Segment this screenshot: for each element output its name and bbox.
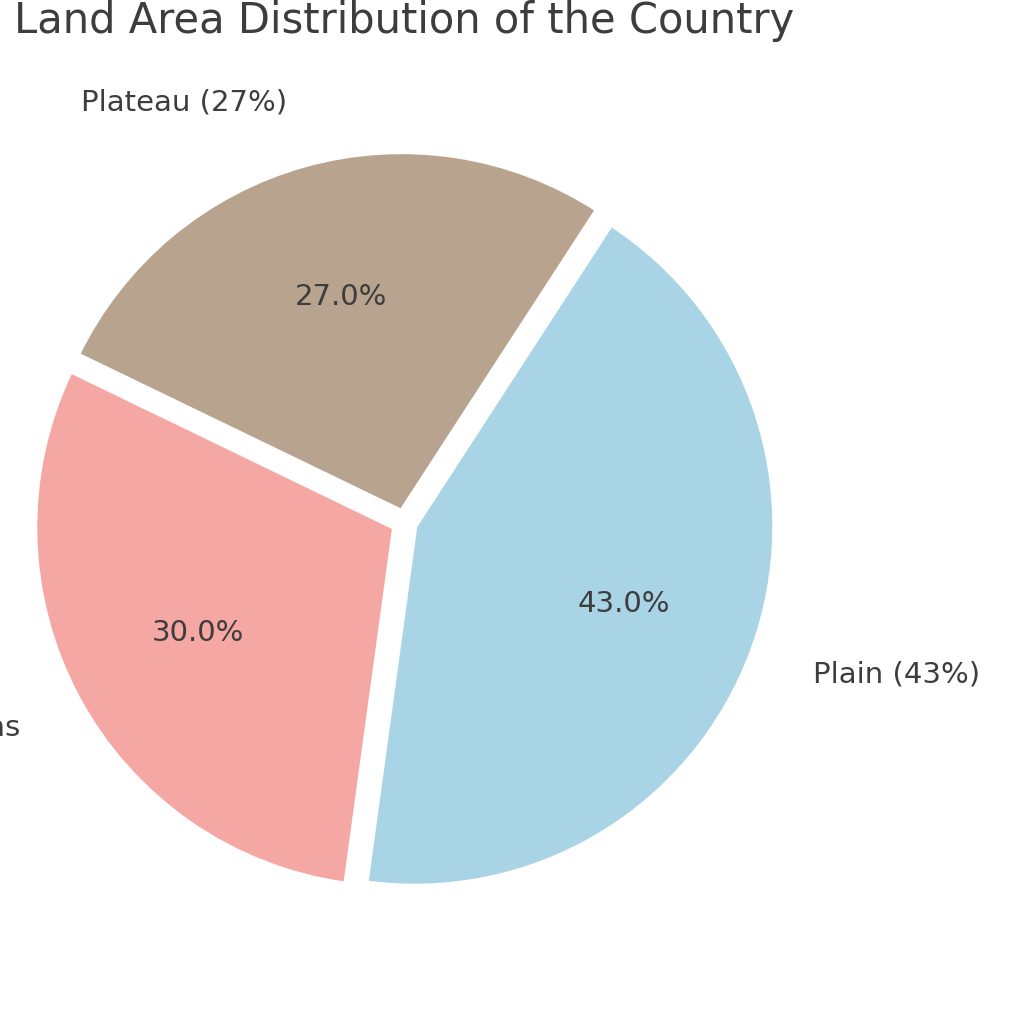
Wedge shape (366, 223, 775, 887)
Text: 27.0%: 27.0% (295, 283, 388, 310)
Wedge shape (35, 371, 395, 885)
Text: 30.0%: 30.0% (152, 618, 244, 647)
Text: 43.0%: 43.0% (578, 590, 671, 617)
Title: Land Area Distribution of the Country: Land Area Distribution of the Country (14, 0, 795, 42)
Wedge shape (77, 152, 598, 512)
Text: Plateau (27%): Plateau (27%) (81, 88, 287, 116)
Text: Plain (43%): Plain (43%) (813, 660, 980, 688)
Text: Mountains: Mountains (0, 715, 20, 742)
